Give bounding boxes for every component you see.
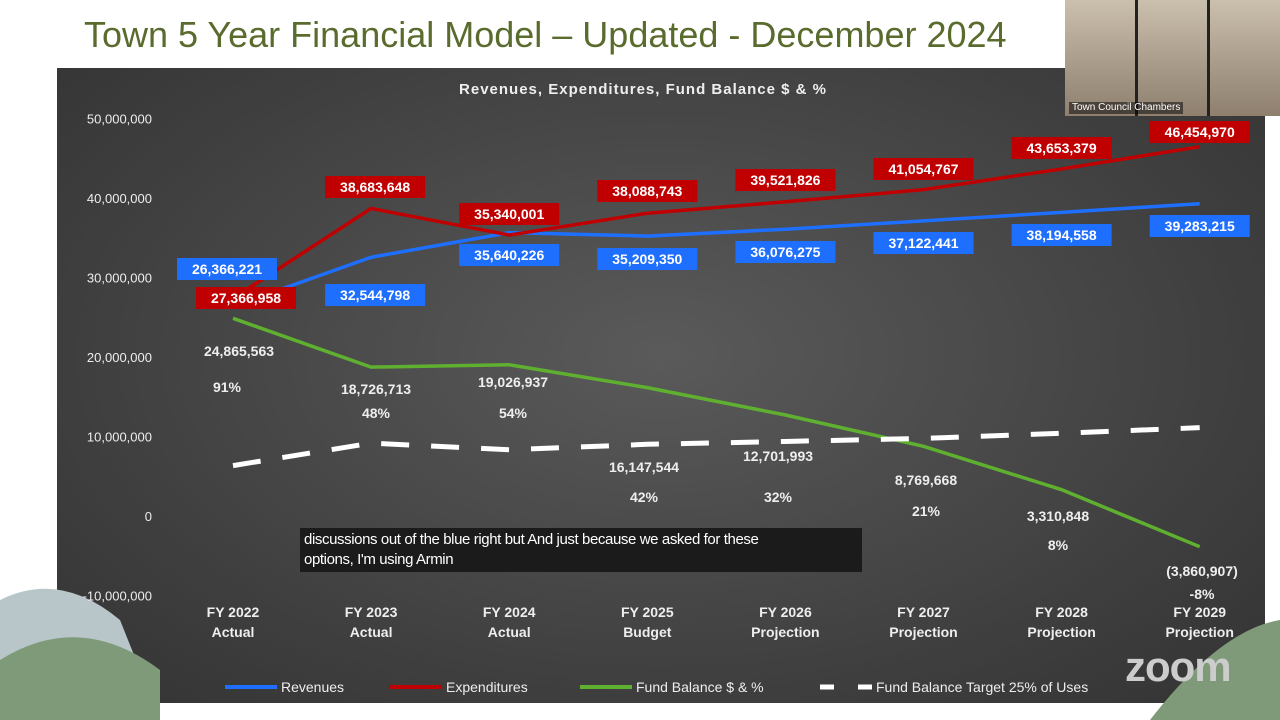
x-tick-label: FY 2027: [897, 604, 950, 620]
x-tick-label: Projection: [889, 624, 957, 640]
revenue-data-label: 26,366,221: [192, 261, 262, 277]
participant-video[interactable]: [1065, 0, 1135, 116]
x-tick-label: Actual: [488, 624, 531, 640]
fund-balance-data-label: 24,865,563: [204, 343, 274, 359]
revenue-data-label-box: [873, 232, 974, 254]
legend-label: Fund Balance $ & %: [636, 679, 764, 695]
fund-balance-data-label: 12,701,993: [743, 448, 813, 464]
revenue-data-label: 38,194,558: [1027, 227, 1097, 243]
video-gallery[interactable]: Town Council Chambers: [1065, 0, 1280, 116]
fund-balance-data-label: 19,026,937: [478, 374, 548, 390]
caption-line: discussions out of the blue right but An…: [304, 531, 759, 548]
series-line-fund-balance-target-25-of-uses: [232, 425, 1200, 469]
expenditure-data-label: 27,366,958: [211, 290, 281, 306]
fund-balance-data-label: (3,860,907): [1166, 563, 1238, 579]
revenue-data-label-box: [735, 241, 836, 263]
expenditure-data-label-box: [597, 180, 698, 202]
fund-balance-percent-label: -8%: [1190, 586, 1215, 602]
x-tick-label: Actual: [350, 624, 393, 640]
chart-title: Revenues, Expenditures, Fund Balance $ &…: [459, 81, 827, 98]
x-tick-label: FY 2022: [207, 604, 260, 620]
fund-balance-percent-label: 32%: [764, 489, 793, 505]
x-tick-label: Projection: [1165, 624, 1233, 640]
fund-balance-percent-label: 42%: [630, 489, 659, 505]
expenditure-data-label: 38,088,743: [612, 183, 682, 199]
y-tick-label: 40,000,000: [87, 191, 152, 206]
expenditure-data-label: 43,653,379: [1027, 140, 1097, 156]
series-line-expenditures: [232, 144, 1200, 300]
series-line-revenues: [232, 201, 1200, 309]
zoom-logo: zoom: [1125, 643, 1232, 690]
video-label: Town Council Chambers: [1069, 102, 1184, 114]
fund-balance-percent-label: 8%: [1048, 537, 1069, 553]
expenditure-data-label: 39,521,826: [750, 172, 820, 188]
expenditure-data-label-box: [1011, 137, 1112, 159]
y-tick-label: 20,000,000: [87, 350, 152, 365]
y-tick-label: -10,000,000: [83, 589, 152, 604]
fund-balance-percent-label: 48%: [362, 405, 391, 421]
slide-title: Town 5 Year Financial Model – Updated - …: [84, 14, 1007, 55]
expenditure-data-label: 38,683,648: [340, 179, 410, 195]
fund-balance-percent-label: 54%: [499, 405, 528, 421]
x-tick-label: FY 2028: [1035, 604, 1088, 620]
expenditure-data-label: 35,340,001: [474, 206, 544, 222]
expenditure-data-label-box: [1149, 121, 1250, 143]
x-tick-label: FY 2024: [483, 604, 536, 620]
x-tick-label: FY 2026: [759, 604, 812, 620]
revenue-data-label: 35,209,350: [612, 251, 682, 267]
revenue-data-label-box: [325, 284, 426, 306]
participant-video[interactable]: [1210, 0, 1280, 116]
revenue-data-label-box: [177, 258, 277, 280]
fund-balance-data-label: 8,769,668: [895, 472, 957, 488]
closed-caption: discussions out of the blue right but An…: [300, 528, 862, 572]
y-tick-label: 10,000,000: [87, 430, 152, 445]
participant-video[interactable]: [1137, 0, 1208, 116]
fund-balance-percent-label: 21%: [912, 503, 941, 519]
series-line-fund-balance-: [232, 316, 1201, 549]
x-tick-label: FY 2023: [345, 604, 398, 620]
fund-balance-data-label: 18,726,713: [341, 381, 411, 397]
revenue-data-label-box: [1149, 215, 1250, 237]
legend-label: Revenues: [281, 679, 344, 695]
decorative-hills: [0, 588, 1280, 720]
y-tick-label: 30,000,000: [87, 271, 152, 286]
expenditure-data-label-box: [735, 169, 836, 191]
x-tick-label: Projection: [1027, 624, 1095, 640]
revenue-data-label: 37,122,441: [888, 235, 958, 251]
x-tick-label: Budget: [623, 624, 672, 640]
caption-line: options, I'm using Armin: [304, 551, 454, 568]
revenue-data-label: 35,640,226: [474, 247, 544, 263]
revenue-data-label-box: [1011, 224, 1112, 246]
revenue-data-label: 36,076,275: [750, 244, 820, 260]
fund-balance-data-label: 16,147,544: [609, 459, 679, 475]
revenue-data-label-box: [597, 248, 698, 270]
revenue-data-label: 32,544,798: [340, 287, 410, 303]
expenditure-data-label-box: [873, 158, 974, 180]
legend-label: Expenditures: [446, 679, 528, 695]
x-tick-label: Projection: [751, 624, 819, 640]
x-tick-label: Actual: [212, 624, 255, 640]
x-tick-label: FY 2025: [621, 604, 674, 620]
fund-balance-percent-label: 91%: [213, 379, 242, 395]
legend-label: Fund Balance Target 25% of Uses: [876, 679, 1088, 695]
x-tick-label: FY 2029: [1173, 604, 1226, 620]
chart-area: [57, 68, 1265, 703]
expenditure-data-label-box: [459, 203, 560, 225]
y-tick-label: 50,000,000: [87, 112, 152, 127]
revenue-data-label: 39,283,215: [1165, 218, 1235, 234]
fund-balance-data-label: 3,310,848: [1027, 508, 1089, 524]
expenditure-data-label-box: [325, 176, 426, 198]
expenditure-data-label: 41,054,767: [888, 161, 958, 177]
expenditure-data-label: 46,454,970: [1165, 124, 1235, 140]
revenue-data-label-box: [459, 244, 560, 266]
expenditure-data-label-box: [196, 287, 296, 309]
y-tick-label: 0: [145, 509, 152, 524]
